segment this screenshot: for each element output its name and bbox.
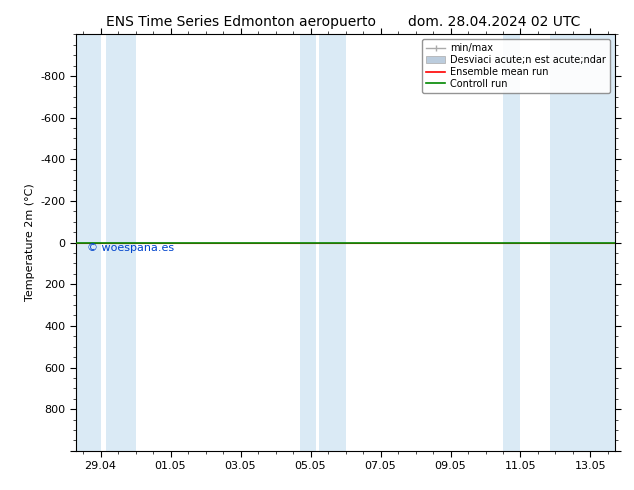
Text: © woespana.es: © woespana.es [87,243,174,252]
Bar [320,34,346,451]
Legend: min/max, Desviaci acute;n est acute;ndar, Ensemble mean run, Controll run: min/max, Desviaci acute;n est acute;ndar… [422,39,610,93]
Bar [76,34,101,451]
Bar [300,34,316,451]
Bar [106,34,136,451]
Text: ENS Time Series Edmonton aeropuerto: ENS Time Series Edmonton aeropuerto [106,15,376,29]
Y-axis label: Temperature 2m (°C): Temperature 2m (°C) [25,184,35,301]
Text: dom. 28.04.2024 02 UTC: dom. 28.04.2024 02 UTC [408,15,581,29]
Bar [550,34,615,451]
Bar [503,34,521,451]
